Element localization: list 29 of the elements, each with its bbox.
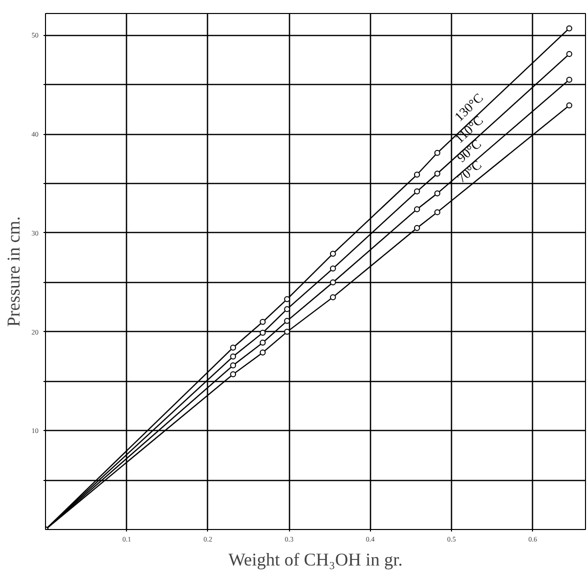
point: [260, 340, 266, 346]
y-axis-title: Pressure in cm.: [4, 216, 24, 327]
point: [566, 25, 572, 32]
point: [330, 250, 336, 257]
point: [230, 362, 236, 368]
point: [284, 318, 290, 324]
point: [330, 279, 336, 286]
point: [230, 371, 236, 378]
point: [566, 76, 572, 83]
point: [414, 206, 420, 212]
point: [260, 318, 266, 325]
point: [330, 294, 336, 300]
x-axis-title: Weight of CH₃OH in gr.: [228, 550, 403, 570]
point: [284, 296, 290, 302]
point: [260, 330, 266, 336]
point: [434, 170, 440, 177]
point: [414, 188, 420, 194]
point: [434, 209, 440, 216]
point: [414, 172, 420, 178]
point: [414, 225, 420, 231]
point: [566, 51, 572, 58]
point: [284, 306, 290, 312]
point: [230, 354, 236, 360]
point: [566, 102, 572, 108]
point: [434, 190, 440, 196]
point: [230, 344, 236, 351]
point: [434, 150, 440, 156]
point: [330, 266, 336, 272]
point: [260, 350, 266, 356]
